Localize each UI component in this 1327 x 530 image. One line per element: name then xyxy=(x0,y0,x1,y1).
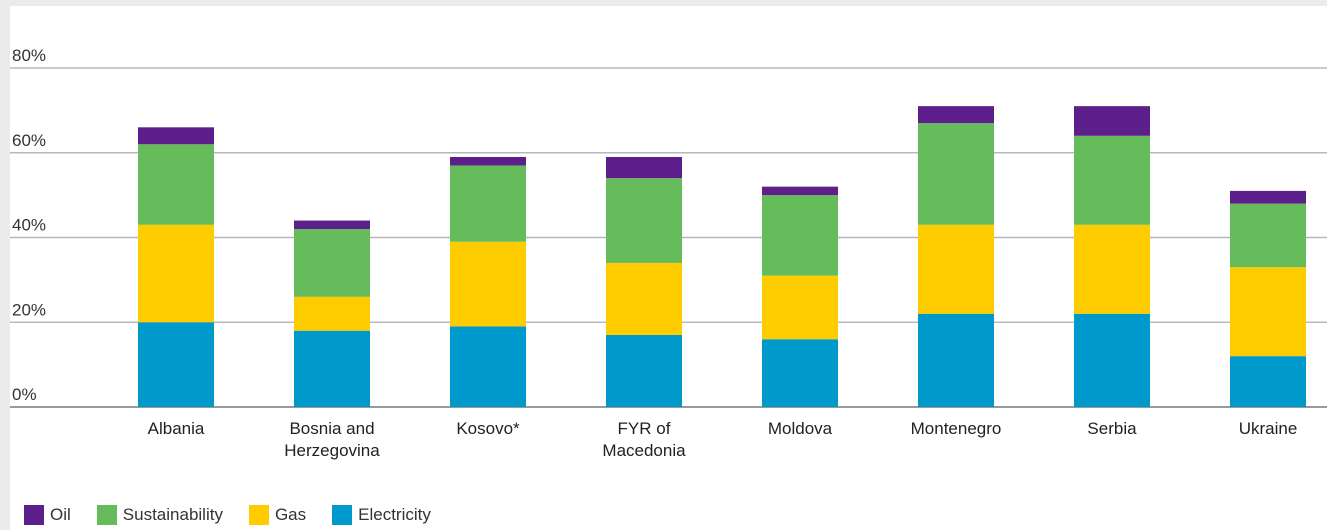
bar-segment-oil xyxy=(450,156,526,166)
bar-segment-electricity xyxy=(1074,313,1150,407)
x-tick-label: Ukraine xyxy=(1239,419,1298,438)
bar-segment-sustainability xyxy=(138,144,214,225)
x-axis-labels: Albania Bosnia and Herzegovina Kosovo* FYR o… xyxy=(148,419,1298,460)
bar-segment-oil xyxy=(606,156,682,179)
legend-item-gas: Gas xyxy=(248,505,307,525)
legend-label: Electricity xyxy=(358,505,431,524)
bar-segment-electricity xyxy=(450,326,526,407)
bar-stack xyxy=(1074,106,1150,407)
legend-label: Oil xyxy=(50,505,71,524)
x-tick-label: Serbia xyxy=(1087,419,1137,438)
bar-stack xyxy=(918,106,994,407)
bar-segment-electricity xyxy=(606,334,682,407)
bar-stack xyxy=(138,127,214,407)
bar-segment-oil xyxy=(918,106,994,124)
bar-segment-gas xyxy=(450,241,526,327)
bar-segment-oil xyxy=(294,220,370,230)
bar-stack xyxy=(762,186,838,407)
legend-swatch xyxy=(248,505,269,525)
bar-segment-sustainability xyxy=(1230,203,1306,268)
bar-segment-gas xyxy=(138,224,214,323)
legend-label: Gas xyxy=(274,505,307,524)
y-tick-label: 80% xyxy=(12,46,46,65)
bar-segment-sustainability xyxy=(606,178,682,263)
y-tick-label: 20% xyxy=(12,300,46,319)
bar-segment-electricity xyxy=(762,339,838,407)
x-tick-label: Moldova xyxy=(768,419,833,438)
bar-segment-sustainability xyxy=(450,165,526,242)
x-tick-label: Kosovo* xyxy=(456,419,520,438)
bar-stack xyxy=(450,156,526,407)
bar-segment-electricity xyxy=(1230,356,1306,407)
bar-segment-gas xyxy=(294,296,370,331)
bar-segment-electricity xyxy=(294,330,370,407)
bar-segment-oil xyxy=(762,186,838,196)
bar-segment-sustainability xyxy=(294,229,370,297)
y-tick-label: 0% xyxy=(12,385,37,404)
bar-segment-gas xyxy=(1230,267,1306,357)
x-tick-label: FYR of Macedonia xyxy=(602,419,686,460)
bar-segment-gas xyxy=(762,275,838,340)
bar-stack xyxy=(1230,190,1306,407)
chart-panel: 0% 20% 40% 60% 80% Albania Bosnia and Herzegov… xyxy=(10,6,1327,530)
legend-item-oil: Oil xyxy=(24,505,71,525)
legend-swatch xyxy=(24,505,44,525)
bar-segment-oil xyxy=(1230,190,1306,204)
bar-stack xyxy=(606,156,682,407)
y-tick-label: 60% xyxy=(12,131,46,150)
bars xyxy=(138,106,1306,407)
x-tick-label: Bosnia and Herzegovina xyxy=(284,419,380,460)
bar-segment-sustainability xyxy=(1074,135,1150,225)
legend: Oil Sustainability Gas Electricity xyxy=(24,502,457,528)
legend-swatch xyxy=(332,505,353,525)
bar-segment-electricity xyxy=(138,322,214,407)
bar-segment-gas xyxy=(918,224,994,314)
bar-segment-gas xyxy=(606,262,682,335)
bar-stack xyxy=(294,220,370,407)
bar-segment-gas xyxy=(1074,224,1150,314)
legend-label: Sustainability xyxy=(122,505,223,524)
legend-swatch xyxy=(96,505,117,525)
bar-segment-oil xyxy=(1074,106,1150,136)
stacked-bar-chart: 0% 20% 40% 60% 80% Albania Bosnia and Herzegov… xyxy=(10,46,1327,460)
y-tick-label: 40% xyxy=(12,216,46,235)
legend-item-sustainability: Sustainability xyxy=(96,505,223,525)
legend-item-electricity: Electricity xyxy=(332,505,431,525)
x-tick-label: Montenegro xyxy=(911,419,1002,438)
bar-segment-oil xyxy=(138,127,214,145)
y-axis-ticks: 0% 20% 40% 60% 80% xyxy=(12,46,46,404)
bar-segment-electricity xyxy=(918,313,994,407)
bar-segment-sustainability xyxy=(762,195,838,276)
x-tick-label: Albania xyxy=(148,419,205,438)
bar-segment-sustainability xyxy=(918,123,994,225)
